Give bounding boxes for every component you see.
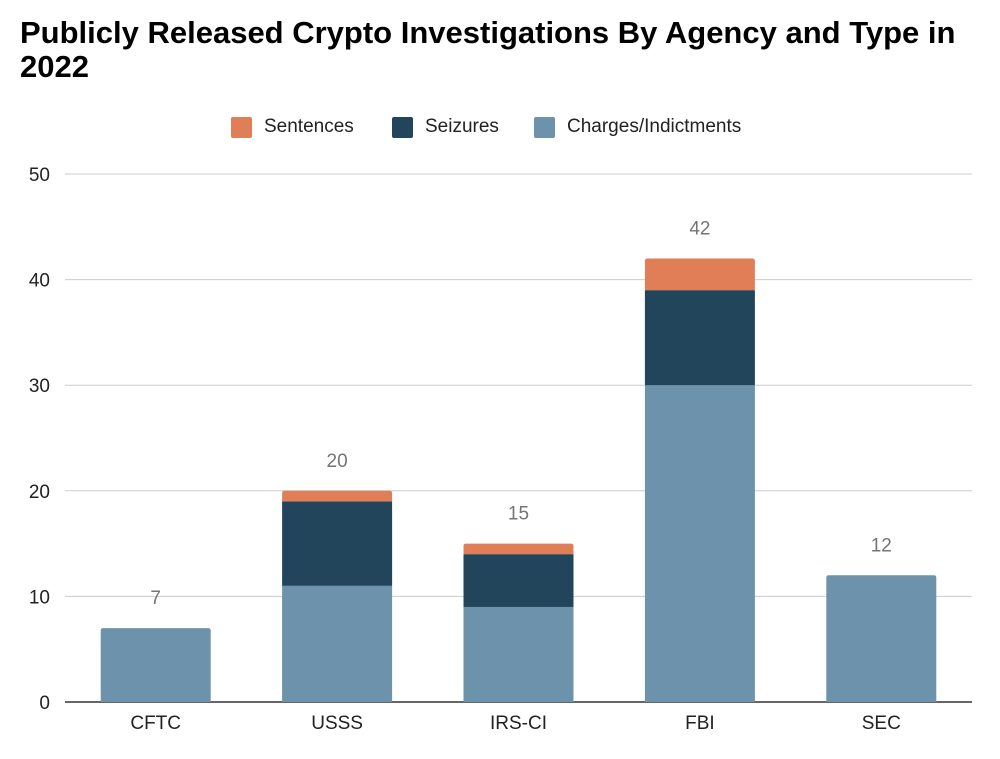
legend-item-charges: Charges/Indictments bbox=[534, 114, 741, 140]
y-tick-label: 10 bbox=[29, 587, 50, 608]
y-tick-label: 0 bbox=[39, 693, 50, 714]
bar-irs-ci-charges-indictments bbox=[463, 606, 574, 702]
bar-irs-ci-seizures bbox=[463, 554, 574, 607]
bar-fbi-charges-indictments bbox=[644, 385, 755, 702]
legend-item-seizures: Seizures bbox=[392, 114, 499, 140]
bar-irs-ci-sentences bbox=[463, 543, 574, 555]
bar-sec-charges-indictments bbox=[826, 575, 937, 702]
x-category-label: SEC bbox=[862, 713, 901, 734]
bar-total-label: 42 bbox=[689, 218, 710, 239]
bar-usss-charges-indictments bbox=[282, 585, 393, 702]
bar-total-label: 20 bbox=[327, 451, 348, 472]
y-tick-label: 40 bbox=[29, 271, 50, 292]
bar-total-label: 7 bbox=[150, 588, 161, 609]
bar-usss-seizures bbox=[282, 501, 393, 586]
bar-fbi-sentences bbox=[644, 258, 755, 291]
x-category-label: CFTC bbox=[130, 713, 181, 734]
bar-total-label: 15 bbox=[508, 504, 529, 525]
legend-swatch-seizures bbox=[392, 116, 413, 138]
legend-label-charges: Charges/Indictments bbox=[567, 116, 742, 137]
legend-swatch-sentences bbox=[231, 116, 252, 138]
legend-item-sentences: Sentences bbox=[231, 114, 354, 140]
y-tick-label: 30 bbox=[29, 376, 50, 397]
legend: Sentences Seizures Charges/Indictments bbox=[0, 114, 1000, 140]
legend-swatch-charges bbox=[534, 116, 555, 138]
bar-cftc-charges-indictments bbox=[100, 628, 211, 702]
legend-label-seizures: Seizures bbox=[425, 116, 499, 137]
chart-title: Publicly Released Crypto Investigations … bbox=[20, 15, 956, 84]
x-category-label: IRS-CI bbox=[490, 713, 547, 734]
bar-total-label: 12 bbox=[871, 535, 892, 556]
x-category-label: USSS bbox=[311, 713, 363, 734]
y-tick-label: 20 bbox=[29, 482, 50, 503]
y-tick-label: 50 bbox=[29, 165, 50, 186]
bar-usss-sentences bbox=[282, 490, 393, 502]
bar-fbi-seizures bbox=[644, 290, 755, 386]
legend-label-sentences: Sentences bbox=[264, 116, 354, 137]
x-category-label: FBI bbox=[685, 713, 715, 734]
